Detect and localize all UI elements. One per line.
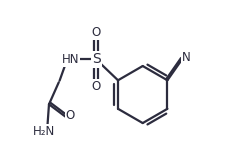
Text: N: N [181, 51, 190, 64]
Text: H₂N: H₂N [33, 125, 55, 138]
Text: HN: HN [61, 53, 79, 66]
Text: O: O [91, 26, 101, 39]
Text: O: O [65, 109, 74, 122]
Text: S: S [91, 52, 100, 67]
Text: O: O [91, 80, 101, 93]
